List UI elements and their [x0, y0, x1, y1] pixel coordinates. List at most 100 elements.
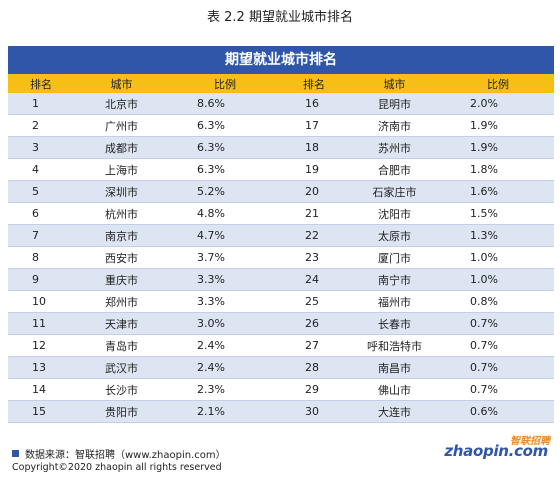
cell-ratio: 6.3%: [169, 158, 281, 181]
cell-city-2: 呼和浩特市: [347, 334, 442, 357]
table-row: 3 成都市 6.3% 18 苏州市 1.9%: [8, 136, 554, 159]
cell-rank-2: 27: [281, 334, 347, 357]
cell-rank: 12: [8, 334, 74, 357]
cell-rank: 7: [8, 224, 74, 247]
cell-ratio: 2.4%: [169, 334, 281, 357]
ranking-table-container: 期望就业城市排名 排名 城市 比例 排名 城市 比例 1 北京市 8.6% 16 昆明市…: [8, 46, 554, 423]
cell-ratio: 2.1%: [169, 400, 281, 423]
cell-rank: 11: [8, 312, 74, 335]
cell-ratio-2: 1.9%: [442, 136, 554, 159]
table-row: 5 深圳市 5.2% 20 石家庄市 1.6%: [8, 180, 554, 203]
table-body: 1 北京市 8.6% 16 昆明市 2.0% 2 广州市 6.3% 17 济南市 1.9% 3 成都市 6.…: [8, 93, 554, 423]
cell-ratio-2: 1.6%: [442, 180, 554, 203]
bullet-square-icon: [12, 450, 19, 457]
header-rank-2: 排名: [281, 74, 347, 93]
cell-rank-2: 25: [281, 290, 347, 313]
cell-city-2: 大连市: [347, 400, 442, 423]
table-row: 4 上海市 6.3% 19 合肥市 1.8%: [8, 158, 554, 181]
table-row: 7 南京市 4.7% 22 太原市 1.3%: [8, 224, 554, 247]
cell-rank-2: 29: [281, 378, 347, 401]
table-row: 11 天津市 3.0% 26 长春市 0.7%: [8, 312, 554, 335]
table-row: 1 北京市 8.6% 16 昆明市 2.0%: [8, 93, 554, 115]
cell-ratio-2: 0.7%: [442, 312, 554, 335]
cell-ratio: 3.7%: [169, 246, 281, 269]
table-row: 15 贵阳市 2.1% 30 大连市 0.6%: [8, 400, 554, 423]
cell-city-2: 石家庄市: [347, 180, 442, 203]
cell-ratio-2: 1.0%: [442, 268, 554, 291]
data-source-note: 数据来源：智联招聘（www.zhaopin.com）: [12, 446, 226, 461]
cell-ratio: 6.3%: [169, 136, 281, 159]
table-row: 2 广州市 6.3% 17 济南市 1.9%: [8, 114, 554, 137]
cell-ratio: 3.0%: [169, 312, 281, 335]
cell-ratio-2: 0.8%: [442, 290, 554, 313]
cell-rank-2: 19: [281, 158, 347, 181]
ranking-table: 排名 城市 比例 排名 城市 比例 1 北京市 8.6% 16 昆明市 2.0% 2 广州市 6…: [8, 74, 554, 423]
cell-ratio-2: 1.9%: [442, 114, 554, 137]
cell-ratio-2: 0.7%: [442, 378, 554, 401]
table-row: 8 西安市 3.7% 23 厦门市 1.0%: [8, 246, 554, 269]
cell-rank-2: 17: [281, 114, 347, 137]
header-ratio-2: 比例: [442, 74, 554, 93]
table-row: 13 武汉市 2.4% 28 南昌市 0.7%: [8, 356, 554, 379]
cell-ratio: 5.2%: [169, 180, 281, 203]
cell-ratio: 6.3%: [169, 114, 281, 137]
cell-rank-2: 23: [281, 246, 347, 269]
cell-city: 北京市: [74, 93, 169, 115]
cell-ratio: 8.6%: [169, 93, 281, 115]
header-city: 城市: [74, 74, 169, 93]
cell-ratio-2: 0.6%: [442, 400, 554, 423]
cell-ratio-2: 1.5%: [442, 202, 554, 225]
cell-city: 西安市: [74, 246, 169, 269]
cell-rank-2: 16: [281, 93, 347, 115]
cell-ratio-2: 0.7%: [442, 334, 554, 357]
header-ratio: 比例: [169, 74, 281, 93]
cell-city-2: 厦门市: [347, 246, 442, 269]
cell-rank: 5: [8, 180, 74, 203]
table-row: 14 长沙市 2.3% 29 佛山市 0.7%: [8, 378, 554, 401]
cell-city: 杭州市: [74, 202, 169, 225]
table-row: 6 杭州市 4.8% 21 沈阳市 1.5%: [8, 202, 554, 225]
cell-ratio: 3.3%: [169, 268, 281, 291]
cell-ratio-2: 1.0%: [442, 246, 554, 269]
cell-rank-2: 21: [281, 202, 347, 225]
cell-city: 重庆市: [74, 268, 169, 291]
cell-ratio: 3.3%: [169, 290, 281, 313]
cell-rank-2: 24: [281, 268, 347, 291]
cell-city-2: 苏州市: [347, 136, 442, 159]
cell-ratio: 2.4%: [169, 356, 281, 379]
cell-rank-2: 22: [281, 224, 347, 247]
cell-ratio-2: 2.0%: [442, 93, 554, 115]
cell-rank: 8: [8, 246, 74, 269]
cell-rank: 14: [8, 378, 74, 401]
table-header-row: 排名 城市 比例 排名 城市 比例: [8, 74, 554, 93]
table-banner-title: 期望就业城市排名: [8, 46, 554, 74]
logo-chinese-text: 智联招聘: [510, 436, 550, 447]
table-row: 9 重庆市 3.3% 24 南宁市 1.0%: [8, 268, 554, 291]
cell-city-2: 合肥市: [347, 158, 442, 181]
cell-rank-2: 28: [281, 356, 347, 379]
cell-rank: 10: [8, 290, 74, 313]
cell-rank: 9: [8, 268, 74, 291]
header-rank: 排名: [8, 74, 74, 93]
cell-ratio: 4.7%: [169, 224, 281, 247]
cell-rank-2: 18: [281, 136, 347, 159]
cell-city-2: 南宁市: [347, 268, 442, 291]
cell-city: 武汉市: [74, 356, 169, 379]
cell-city-2: 太原市: [347, 224, 442, 247]
cell-rank: 3: [8, 136, 74, 159]
cell-city: 广州市: [74, 114, 169, 137]
cell-city-2: 沈阳市: [347, 202, 442, 225]
cell-city: 深圳市: [74, 180, 169, 203]
cell-ratio-2: 0.7%: [442, 356, 554, 379]
cell-city: 青岛市: [74, 334, 169, 357]
copyright-text: Copyright©2020 zhaopin all rights reserv…: [12, 462, 222, 473]
cell-city-2: 长春市: [347, 312, 442, 335]
cell-rank: 4: [8, 158, 74, 181]
table-row: 12 青岛市 2.4% 27 呼和浩特市 0.7%: [8, 334, 554, 357]
table-caption: 表 2.2 期望就业城市排名: [207, 10, 353, 25]
cell-ratio-2: 1.3%: [442, 224, 554, 247]
logo-english-text: zhaopin.com: [444, 442, 548, 460]
cell-ratio-2: 1.8%: [442, 158, 554, 181]
cell-city-2: 济南市: [347, 114, 442, 137]
cell-city: 天津市: [74, 312, 169, 335]
